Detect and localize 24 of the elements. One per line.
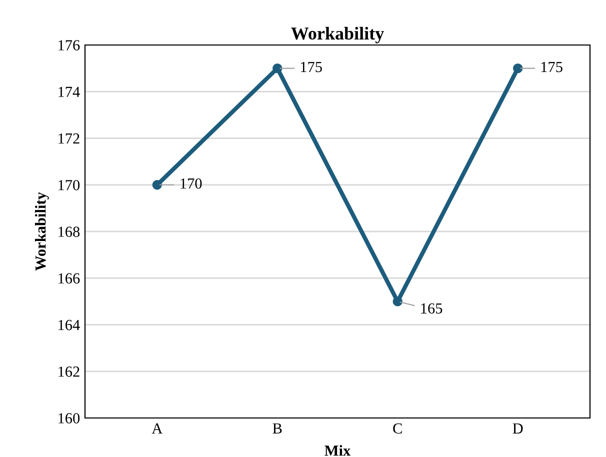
- chart-title: Workability: [291, 26, 384, 44]
- y-tick-label: 170: [58, 180, 80, 190]
- data-label: 175: [300, 62, 322, 72]
- x-tick-label: B: [272, 423, 282, 434]
- y-tick-label: 166: [58, 273, 80, 284]
- x-tick-label: C: [393, 423, 402, 434]
- point: [152, 180, 162, 190]
- x-tick-label: A: [152, 423, 163, 434]
- x-axis-title: Mix: [324, 445, 351, 456]
- y-tick-label: 164: [58, 320, 80, 330]
- y-tick-label: 168: [58, 226, 80, 237]
- y-tick-label: 162: [58, 366, 80, 377]
- y-axis-title: Workability: [34, 192, 49, 271]
- x-tick-label: D: [512, 423, 523, 434]
- point: [392, 296, 402, 306]
- data-label: 175: [541, 62, 562, 72]
- y-tick-label: 172: [58, 133, 80, 144]
- point: [272, 63, 282, 74]
- data-label: 165: [421, 303, 442, 314]
- y-tick-label: 174: [58, 86, 80, 97]
- y-tick-label: 176: [58, 40, 80, 50]
- y-tick-label: 160: [58, 413, 80, 424]
- point: [512, 63, 523, 74]
- data-label: 170: [180, 178, 202, 189]
